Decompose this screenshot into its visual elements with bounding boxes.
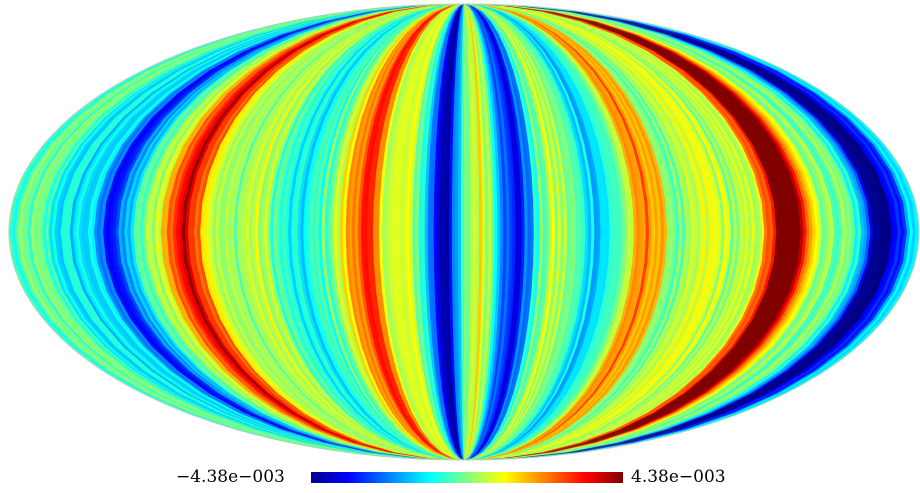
meridional-stripe: [454, 4, 464, 460]
meridional-stripe: [464, 4, 484, 460]
meridional-stripe: [448, 4, 464, 460]
mollweide-map: [8, 3, 920, 461]
colorbar-min-label: −4.38e−003: [176, 467, 285, 487]
map-stripes: [9, 4, 919, 460]
colorbar: [311, 472, 623, 483]
meridional-stripe: [464, 4, 475, 460]
meridional-stripe: [445, 4, 464, 460]
meridional-stripe: [464, 4, 490, 460]
meridional-stripe: [464, 4, 481, 460]
colorbar-max-label: 4.38e−003: [631, 467, 726, 487]
meridional-stripe: [464, 4, 478, 460]
meridional-stripe: [451, 4, 464, 460]
meridional-stripe: [464, 4, 493, 460]
map-outline: [8, 3, 920, 461]
sky-map-svg: [8, 3, 920, 461]
meridional-stripe: [457, 4, 464, 460]
meridional-stripe: [442, 4, 464, 460]
meridional-stripe: [464, 4, 487, 460]
